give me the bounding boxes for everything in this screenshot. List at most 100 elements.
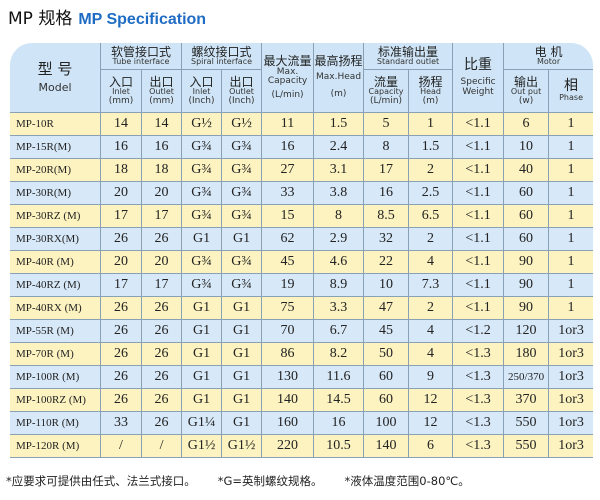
cell-spiral-inlet: G1 — [182, 343, 223, 366]
cell-spiral-inlet: G1¼ — [182, 412, 223, 435]
cell-motor-output: 180 — [504, 343, 550, 366]
cell-max-head: 2.4 — [314, 136, 365, 159]
cell-std-head: 4 — [409, 343, 454, 366]
cell-tube-outlet: 18 — [142, 159, 183, 182]
cell-specific-weight: <1.1 — [453, 182, 505, 205]
cell-model: MP-15R(M) — [10, 136, 101, 159]
header-tube-inlet: 入口 Inlet (mm) — [101, 70, 142, 113]
cell-phase: 1 — [549, 228, 594, 251]
cell-phase: 1or3 — [549, 412, 594, 435]
cell-specific-weight: <1.1 — [453, 159, 505, 182]
cell-phase: 1or3 — [549, 320, 594, 343]
cell-spiral-outlet: G1 — [222, 366, 263, 389]
cell-std-head: 12 — [409, 389, 454, 412]
cell-spiral-inlet: G¾ — [182, 182, 223, 205]
cell-motor-output: 60 — [504, 228, 550, 251]
cell-tube-inlet: 17 — [101, 274, 142, 297]
cell-motor-output: 550 — [504, 412, 550, 435]
cell-motor-output: 6 — [504, 113, 550, 136]
cell-std-capacity: 50 — [364, 343, 410, 366]
cell-max-head: 16 — [314, 412, 365, 435]
cell-max-capacity: 19 — [262, 274, 315, 297]
cell-motor-output: 90 — [504, 297, 550, 320]
cell-max-capacity: 27 — [262, 159, 315, 182]
cell-std-capacity: 8 — [364, 136, 410, 159]
cell-specific-weight: <1.1 — [453, 297, 505, 320]
cell-phase: 1 — [549, 159, 594, 182]
table-row: MP-30RZ (M) 17 17 G¾ G¾ 15 8 8.5 6.5 <1.1 60 1 — [10, 205, 594, 228]
cell-max-head: 4.6 — [314, 251, 365, 274]
cell-std-head: 12 — [409, 412, 454, 435]
cell-std-capacity: 140 — [364, 435, 410, 458]
cell-spiral-outlet: G¾ — [222, 251, 263, 274]
cell-specific-weight: <1.1 — [453, 136, 505, 159]
cell-tube-inlet: 26 — [101, 343, 142, 366]
header-motor: 电 机 Motor — [504, 43, 594, 70]
header-std-head: 扬程 Head (m) — [409, 70, 454, 113]
cell-spiral-outlet: G1½ — [222, 435, 263, 458]
cell-tube-outlet: 26 — [142, 343, 183, 366]
cell-max-head: 3.8 — [314, 182, 365, 205]
header-model: 型 号 Model — [10, 43, 101, 113]
cell-std-capacity: 100 — [364, 412, 410, 435]
cell-model: MP-55R (M) — [10, 320, 101, 343]
cell-max-capacity: 160 — [262, 412, 315, 435]
cell-tube-inlet: 26 — [101, 366, 142, 389]
cell-max-capacity: 45 — [262, 251, 315, 274]
cell-std-capacity: 22 — [364, 251, 410, 274]
cell-motor-output: 250/370 — [504, 366, 550, 389]
header-max-capacity: 最大流量 Max. Capacity (L/min) — [262, 43, 315, 113]
cell-max-capacity: 86 — [262, 343, 315, 366]
cell-std-head: 6 — [409, 435, 454, 458]
cell-spiral-outlet: G¾ — [222, 136, 263, 159]
table-row: MP-40RZ (M) 17 17 G¾ G¾ 19 8.9 10 7.3 <1.1 90 1 — [10, 274, 594, 297]
cell-max-head: 8.9 — [314, 274, 365, 297]
cell-spiral-inlet: G1½ — [182, 435, 223, 458]
cell-motor-output: 60 — [504, 182, 550, 205]
cell-spiral-outlet: G¾ — [222, 182, 263, 205]
header-tube-interface: 软管接口式 Tube interface — [101, 43, 183, 70]
table-row: MP-20R(M) 18 18 G¾ G¾ 27 3.1 17 2 <1.1 40 1 — [10, 159, 594, 182]
cell-tube-outlet: 26 — [142, 389, 183, 412]
cell-max-head: 1.5 — [314, 113, 365, 136]
cell-max-capacity: 62 — [262, 228, 315, 251]
cell-tube-outlet: 20 — [142, 251, 183, 274]
cell-tube-inlet: 20 — [101, 251, 142, 274]
cell-std-capacity: 8.5 — [364, 205, 410, 228]
cell-spiral-inlet: G¾ — [182, 274, 223, 297]
cell-tube-inlet: 26 — [101, 297, 142, 320]
cell-tube-inlet: 18 — [101, 159, 142, 182]
cell-phase: 1or3 — [549, 389, 594, 412]
cell-phase: 1 — [549, 182, 594, 205]
cell-spiral-outlet: G1 — [222, 228, 263, 251]
cell-spiral-outlet: G1 — [222, 320, 263, 343]
cell-motor-output: 90 — [504, 274, 550, 297]
cell-phase: 1 — [549, 251, 594, 274]
cell-spiral-outlet: G1 — [222, 297, 263, 320]
cell-max-head: 10.5 — [314, 435, 365, 458]
cell-tube-inlet: 26 — [101, 389, 142, 412]
cell-model: MP-30RX(M) — [10, 228, 101, 251]
cell-std-head: 1 — [409, 113, 454, 136]
cell-model: MP-40R (M) — [10, 251, 101, 274]
header-phase: 相 Phase — [549, 70, 594, 113]
cell-phase: 1 — [549, 136, 594, 159]
header-spiral-outlet: 出口 Outlet (Inch) — [222, 70, 263, 113]
footnote: *液体温度范围0-80℃。 — [344, 474, 470, 488]
cell-tube-inlet: 26 — [101, 228, 142, 251]
cell-specific-weight: <1.1 — [453, 113, 505, 136]
cell-phase: 1 — [549, 297, 594, 320]
cell-model: MP-40RX (M) — [10, 297, 101, 320]
header-std-capacity: 流量 Capacity (L/min) — [364, 70, 410, 113]
footnotes: *应要求可提供由任式、法兰式接口。 *G=英制螺纹规格。 *液体温度范围0-80℃。 — [6, 473, 492, 489]
cell-max-head: 3.1 — [314, 159, 365, 182]
header-tube-outlet: 出口 Outlet (mm) — [142, 70, 183, 113]
cell-tube-outlet: 26 — [142, 320, 183, 343]
table-row: MP-110R (M) 33 26 G1¼ G1 160 16 100 12 <1.3 550 1or… — [10, 412, 594, 435]
cell-spiral-inlet: G1 — [182, 366, 223, 389]
cell-spiral-outlet: G¾ — [222, 205, 263, 228]
cell-max-capacity: 11 — [262, 113, 315, 136]
cell-tube-inlet: 14 — [101, 113, 142, 136]
cell-std-capacity: 47 — [364, 297, 410, 320]
cell-max-capacity: 130 — [262, 366, 315, 389]
